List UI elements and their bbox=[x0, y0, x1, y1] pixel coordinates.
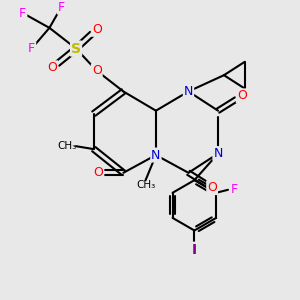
Text: N: N bbox=[151, 148, 160, 162]
Text: O: O bbox=[92, 64, 102, 77]
Text: CH₃: CH₃ bbox=[58, 141, 77, 151]
Text: CH₃: CH₃ bbox=[136, 180, 155, 190]
Text: N: N bbox=[184, 85, 193, 98]
Text: S: S bbox=[71, 42, 81, 56]
Text: O: O bbox=[207, 181, 217, 194]
Text: O: O bbox=[93, 166, 103, 179]
Text: F: F bbox=[58, 1, 65, 13]
Text: F: F bbox=[28, 42, 35, 55]
Text: F: F bbox=[19, 7, 26, 20]
Text: F: F bbox=[230, 183, 238, 196]
Text: O: O bbox=[47, 61, 57, 74]
Text: I: I bbox=[192, 243, 197, 257]
Text: O: O bbox=[237, 89, 247, 102]
Text: N: N bbox=[213, 147, 223, 160]
Text: O: O bbox=[92, 23, 102, 36]
